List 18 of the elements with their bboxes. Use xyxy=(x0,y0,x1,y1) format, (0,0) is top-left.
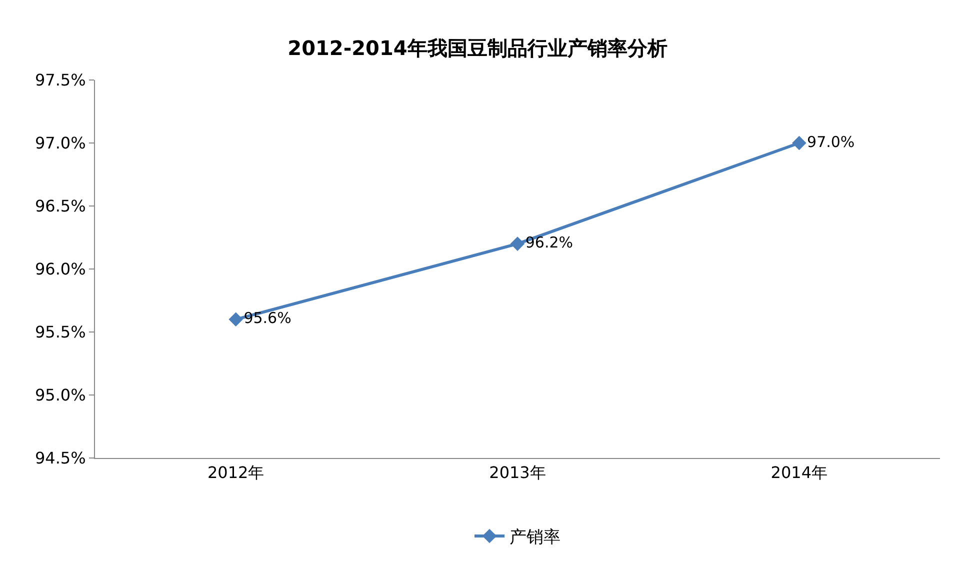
y-tick-label: 94.5% xyxy=(34,448,86,468)
y-tick-label: 97.5% xyxy=(34,70,86,90)
y-tick-label: 95.0% xyxy=(34,386,86,405)
point xyxy=(510,236,525,251)
point xyxy=(228,312,243,327)
x-tick-label: 2012年 xyxy=(207,463,264,482)
data-label: 97.0% xyxy=(807,132,855,151)
y-tick-label: 96.5% xyxy=(34,196,86,216)
chart-title: 2012-2014年我国豆制品行业产销率分析 xyxy=(288,36,668,60)
data-label: 95.6% xyxy=(244,309,292,328)
y-tick-label: 95.5% xyxy=(34,322,86,342)
data-label: 96.2% xyxy=(525,234,574,252)
point xyxy=(792,136,806,150)
x-tick-label: 2014年 xyxy=(770,463,828,482)
x-tick-label: 2013年 xyxy=(489,463,546,482)
legend-label: 产销率 xyxy=(510,528,560,548)
y-tick-label: 96.0% xyxy=(34,260,86,279)
y-tick-label: 97.0% xyxy=(34,134,86,153)
